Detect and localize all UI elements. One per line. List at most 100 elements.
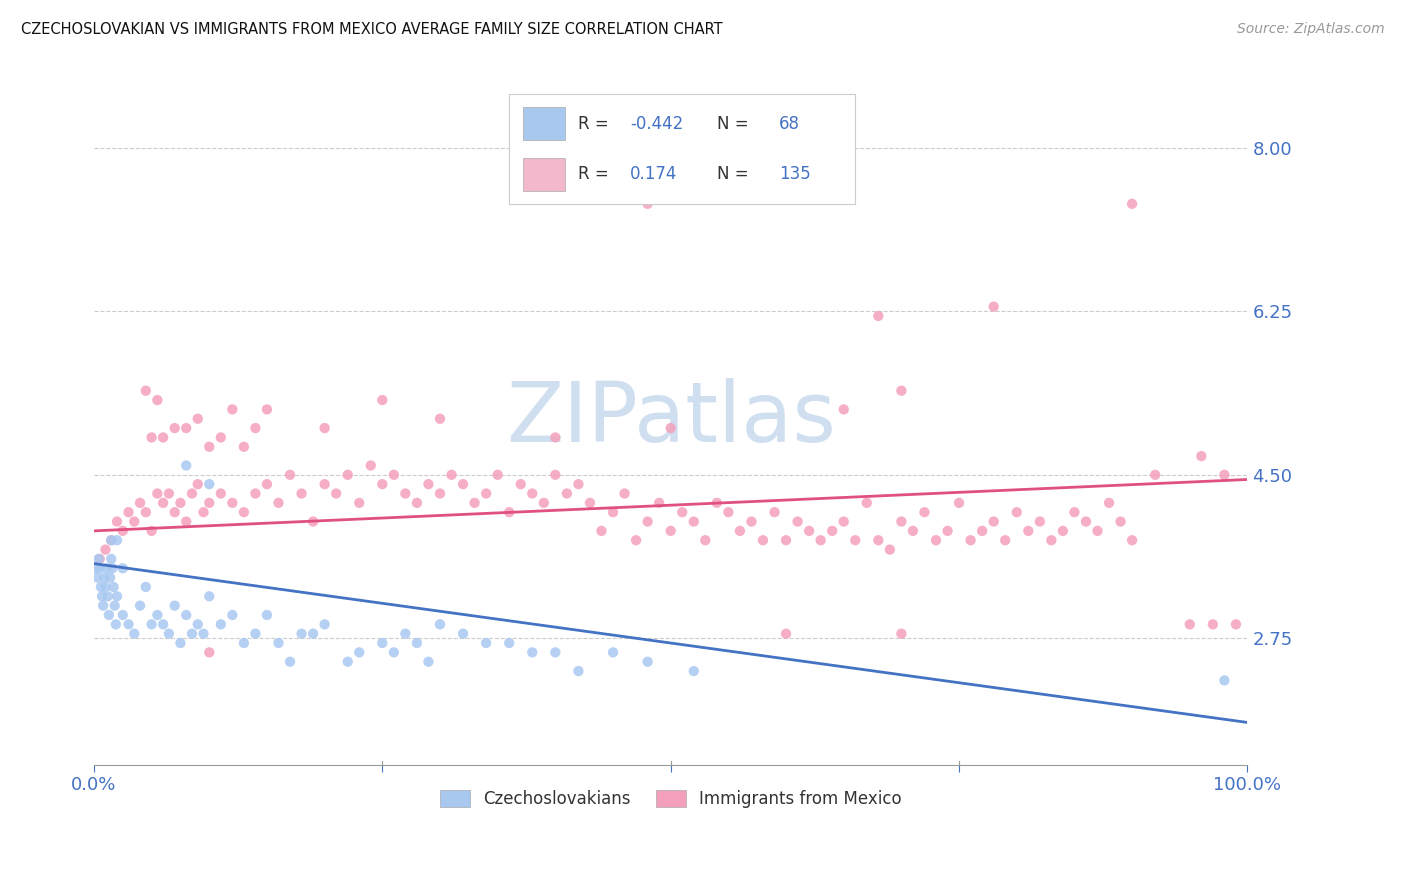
Point: [232, 440, 254, 454]
Point: [141, 430, 163, 444]
Point: [100, 533, 122, 548]
Point: [91, 589, 114, 603]
Point: [1074, 515, 1097, 529]
Point: [104, 617, 127, 632]
Point: [100, 533, 122, 548]
Point: [1121, 533, 1143, 548]
Point: [105, 533, 128, 548]
Point: [591, 524, 613, 538]
Point: [613, 486, 636, 500]
Point: [146, 392, 169, 407]
Point: [169, 496, 191, 510]
Point: [775, 626, 797, 640]
Point: [418, 655, 440, 669]
Point: [544, 645, 567, 659]
Point: [169, 636, 191, 650]
Point: [486, 467, 509, 482]
Point: [89, 552, 111, 566]
Point: [290, 626, 312, 640]
Point: [256, 477, 278, 491]
Point: [868, 309, 890, 323]
Point: [1144, 467, 1167, 482]
Point: [187, 411, 209, 425]
Point: [111, 561, 134, 575]
Point: [1052, 524, 1074, 538]
Point: [786, 515, 808, 529]
Point: [914, 505, 936, 519]
Point: [93, 571, 115, 585]
Point: [429, 486, 451, 500]
Point: [193, 626, 215, 640]
Point: [97, 607, 120, 622]
Point: [104, 599, 127, 613]
Point: [901, 524, 924, 538]
Point: [868, 533, 890, 548]
Point: [163, 505, 186, 519]
Point: [198, 496, 221, 510]
Point: [245, 626, 267, 640]
Point: [209, 617, 232, 632]
Point: [810, 533, 832, 548]
Point: [856, 496, 879, 510]
Point: [360, 458, 382, 473]
Point: [983, 300, 1005, 314]
Point: [1121, 196, 1143, 211]
Point: [763, 505, 786, 519]
Point: [695, 533, 717, 548]
Point: [775, 533, 797, 548]
Point: [602, 505, 624, 519]
Point: [117, 505, 139, 519]
Point: [682, 515, 704, 529]
Point: [152, 617, 174, 632]
Point: [890, 384, 912, 398]
Point: [209, 430, 232, 444]
Point: [325, 486, 347, 500]
Point: [1202, 617, 1225, 632]
Point: [174, 607, 197, 622]
Point: [198, 645, 221, 659]
Point: [314, 477, 336, 491]
Point: [406, 496, 429, 510]
Point: [96, 561, 118, 575]
Point: [129, 496, 152, 510]
Point: [302, 515, 325, 529]
Point: [925, 533, 948, 548]
Point: [87, 552, 110, 566]
Point: [89, 561, 111, 575]
Point: [336, 467, 359, 482]
Point: [533, 496, 555, 510]
Point: [141, 524, 163, 538]
Point: [278, 655, 301, 669]
Point: [245, 486, 267, 500]
Point: [429, 411, 451, 425]
Point: [187, 617, 209, 632]
Point: [152, 496, 174, 510]
Point: [1109, 515, 1132, 529]
Text: CZECHOSLOVAKIAN VS IMMIGRANTS FROM MEXICO AVERAGE FAMILY SIZE CORRELATION CHART: CZECHOSLOVAKIAN VS IMMIGRANTS FROM MEXIC…: [21, 22, 723, 37]
Point: [302, 626, 325, 640]
Point: [1005, 505, 1028, 519]
Point: [198, 440, 221, 454]
Point: [671, 505, 693, 519]
Point: [1017, 524, 1039, 538]
Point: [544, 467, 567, 482]
Point: [475, 636, 498, 650]
Point: [371, 477, 394, 491]
Point: [602, 645, 624, 659]
Point: [948, 496, 970, 510]
Point: [451, 477, 474, 491]
Point: [290, 486, 312, 500]
Point: [157, 626, 180, 640]
Point: [84, 561, 107, 575]
Point: [111, 524, 134, 538]
Point: [111, 607, 134, 622]
Point: [141, 617, 163, 632]
Point: [475, 486, 498, 500]
Point: [187, 477, 209, 491]
Point: [135, 505, 157, 519]
Point: [152, 430, 174, 444]
Point: [267, 636, 290, 650]
Point: [90, 580, 112, 594]
Point: [1040, 533, 1063, 548]
Point: [101, 561, 124, 575]
